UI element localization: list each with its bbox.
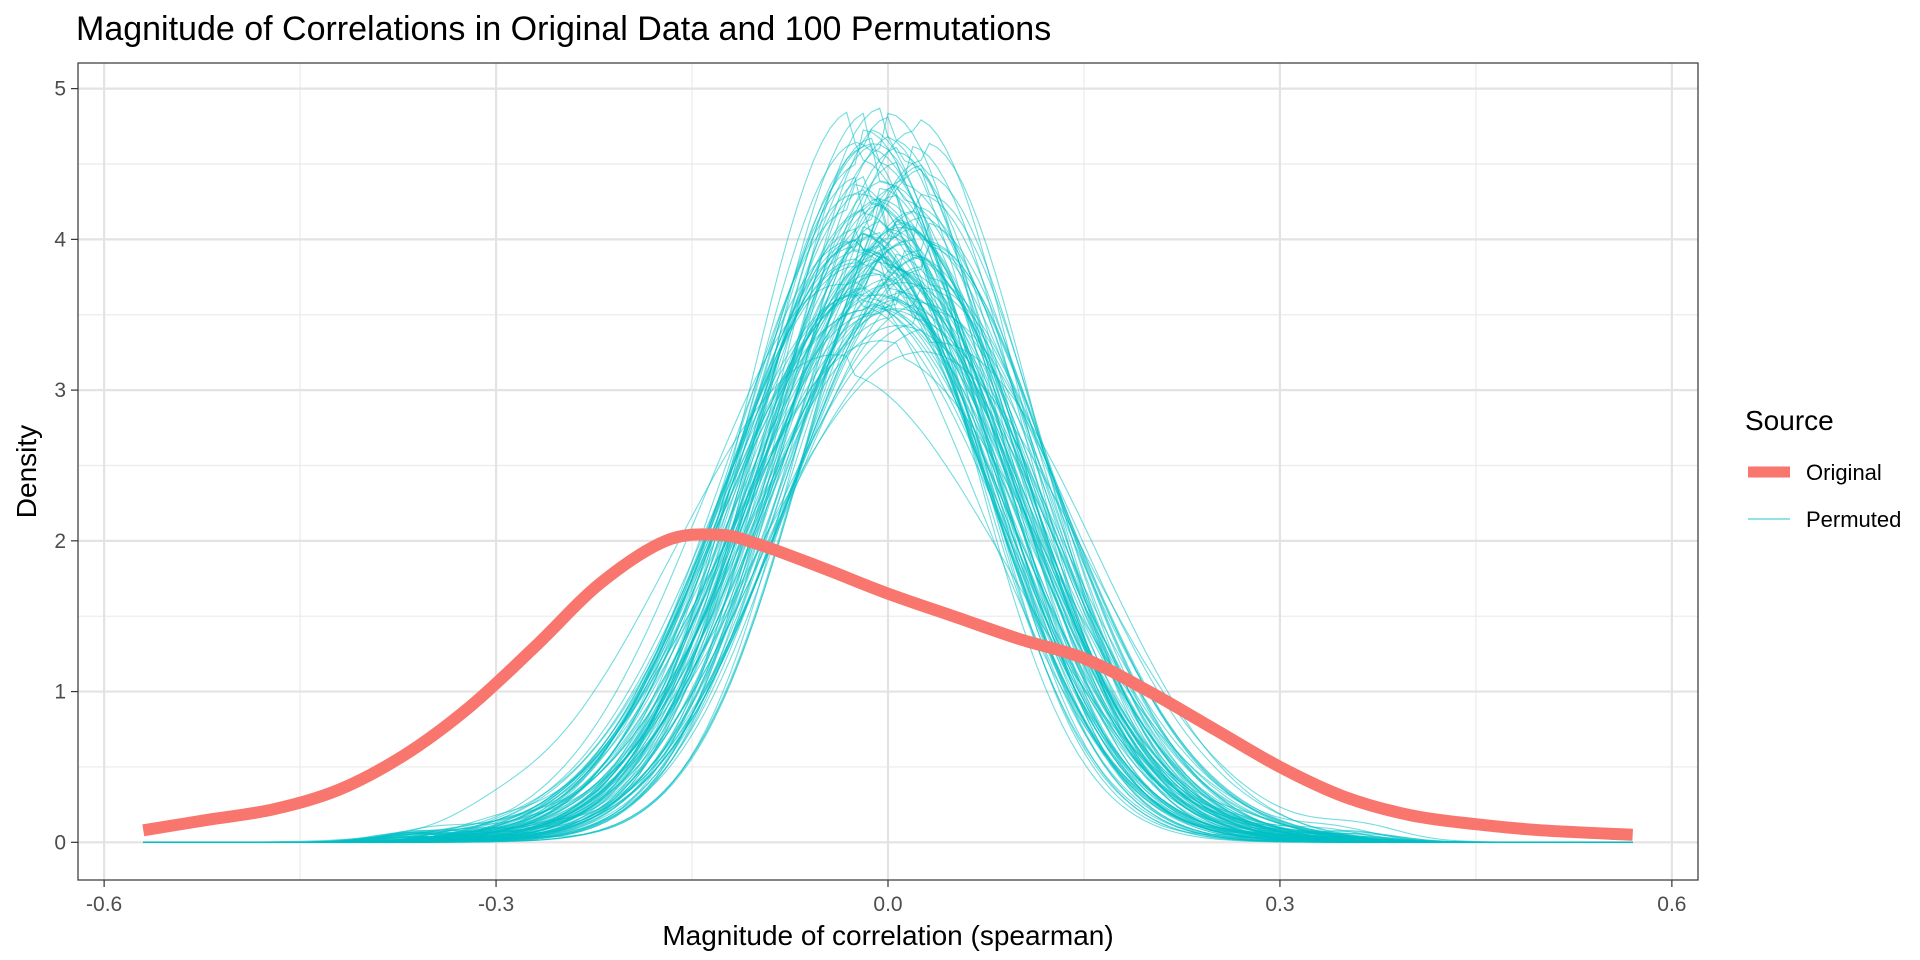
original-curve: [142, 528, 1634, 841]
x-tick-label: 0.0: [873, 893, 902, 916]
legend-title: Source: [1745, 405, 1834, 436]
y-tick-label: 3: [54, 379, 66, 402]
y-tick-label: 4: [54, 228, 66, 251]
legend-label-permuted: Permuted: [1806, 507, 1901, 532]
y-tick-label: 0: [54, 831, 66, 854]
x-axis: -0.6 -0.3 0.0 0.3 0.6: [86, 880, 1686, 916]
y-tick-label: 1: [54, 681, 66, 704]
permuted-curve: [143, 340, 1633, 843]
legend-label-original: Original: [1806, 460, 1882, 485]
y-tick-label: 2: [54, 530, 66, 553]
chart-title: Magnitude of Correlations in Original Da…: [76, 10, 1051, 48]
legend: Source Original Permuted: [1745, 405, 1901, 532]
y-axis-title: Density: [11, 425, 42, 518]
original-curve-layer: [142, 528, 1634, 841]
x-axis-title: Magnitude of correlation (spearman): [662, 920, 1113, 951]
permuted-curve: [143, 210, 1633, 843]
permuted-curves: [143, 107, 1633, 843]
x-tick-label: -0.3: [478, 893, 514, 916]
x-tick-label: 0.3: [1265, 893, 1294, 916]
y-axis: 0 1 2 3 4 5: [54, 78, 78, 854]
x-tick-label: -0.6: [86, 893, 122, 916]
x-tick-label: 0.6: [1657, 893, 1686, 916]
y-tick-label: 5: [54, 78, 66, 101]
